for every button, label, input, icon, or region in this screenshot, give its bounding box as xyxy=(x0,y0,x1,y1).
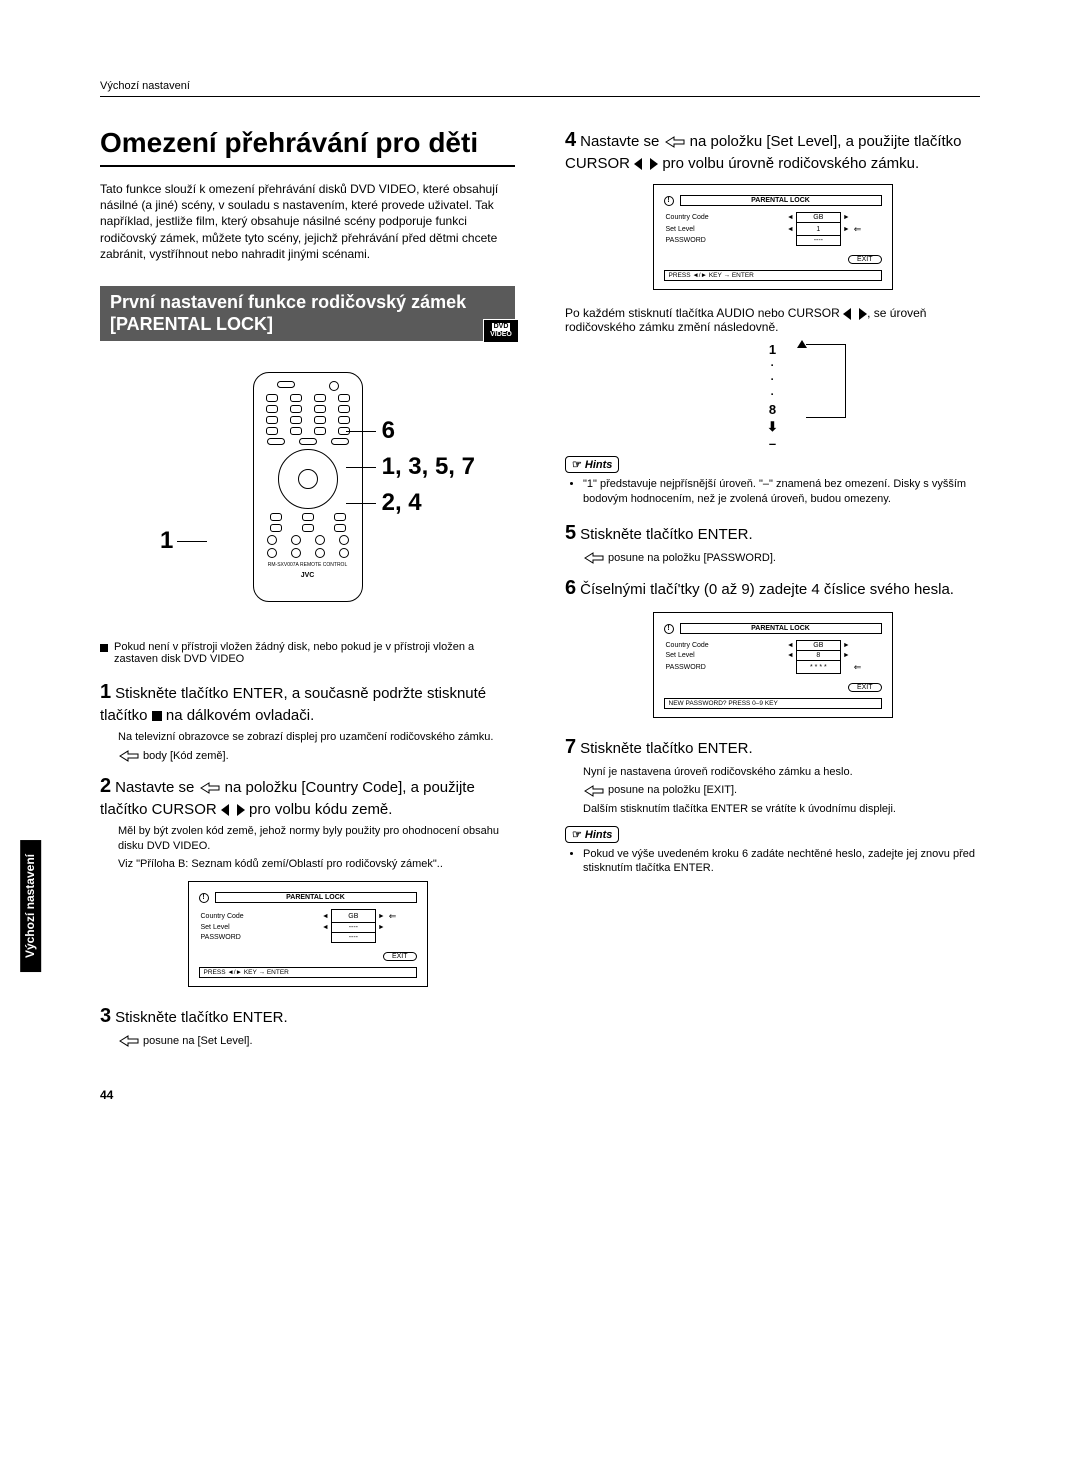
cursor-lr-icon xyxy=(221,804,245,816)
hints-badge: Hints xyxy=(565,456,619,473)
cursor-pointer-icon xyxy=(583,784,605,798)
callout-1357: 1, 3, 5, 7 xyxy=(382,453,475,481)
intro-text: Tato funkce slouží k omezení přehrávání … xyxy=(100,181,515,262)
remote-diagram: 1 RM-SXV007A REMOTE CONTROL JV xyxy=(100,357,515,617)
callout-1: 1 xyxy=(160,527,173,555)
step-3: 3Stiskněte tlačítko ENTER. posune na [Se… xyxy=(100,1003,515,1048)
stop-icon xyxy=(152,711,162,721)
step-4: 4Nastavte se na položku [Set Level], a p… xyxy=(565,127,980,174)
side-tab: Výchozí nastavení xyxy=(20,840,41,972)
cursor-pointer-icon xyxy=(118,1034,140,1048)
step-2: 2Nastavte se na položku [Country Code], … xyxy=(100,773,515,871)
step-7: 7Stiskněte tlačítko ENTER. Nyní je nasta… xyxy=(565,734,980,816)
section-heading: První nastavení funkce rodičovský zámek … xyxy=(100,286,515,341)
step4-after: Po každém stisknutí tlačítka AUDIO nebo … xyxy=(565,306,980,334)
cursor-pointer-icon xyxy=(118,749,140,763)
page-title: Omezení přehrávání pro děti xyxy=(100,127,515,167)
cursor-pointer-icon xyxy=(664,135,686,149)
page-number: 44 xyxy=(100,1088,980,1102)
step-6: 6Číselnými tlačí'tky (0 až 9) zadejte 4 … xyxy=(565,575,980,602)
callout-24: 2, 4 xyxy=(382,489,422,517)
callout-6: 6 xyxy=(382,417,395,445)
step-1: 1Stiskněte tlačítko ENTER, a současně po… xyxy=(100,679,515,763)
osd-screen-2: !PARENTAL LOCK Country CodeGB Set Level1… xyxy=(653,184,893,290)
hints-list-1: "1" představuje nejpřísnější úroveň. "–"… xyxy=(579,477,980,506)
precondition-note: Pokud není v přístroji vložen žádný disk… xyxy=(100,641,515,665)
cursor-lr-icon xyxy=(843,308,867,320)
hints-list-2: Pokud ve výše uvedeném kroku 6 zadáte ne… xyxy=(579,847,980,876)
level-cycle-diagram: 1 · · · 8 ⬇ – xyxy=(565,342,980,442)
header-rule xyxy=(100,96,980,97)
osd-screen-1: !PARENTAL LOCK Country CodeGB⇐ Set Level… xyxy=(188,881,428,987)
osd-screen-3: !PARENTAL LOCK Country CodeGB Set Level8… xyxy=(653,612,893,718)
cursor-pointer-icon xyxy=(583,551,605,565)
cursor-pointer-icon xyxy=(199,781,221,795)
dvd-video-badge: DVD VIDEO xyxy=(483,319,519,343)
breadcrumb: Výchozí nastavení xyxy=(100,80,980,92)
step-5: 5Stiskněte tlačítko ENTER. posune na pol… xyxy=(565,520,980,565)
hints-badge: Hints xyxy=(565,826,619,843)
cursor-lr-icon xyxy=(634,158,658,170)
